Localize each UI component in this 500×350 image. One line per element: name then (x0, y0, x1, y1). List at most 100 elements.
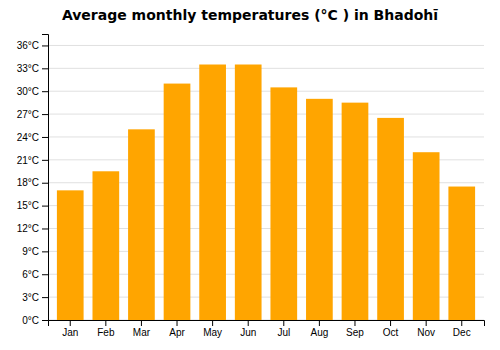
x-tick-label: Jan (62, 327, 78, 338)
y-tick-mark (42, 160, 48, 161)
y-tick-mark (42, 251, 48, 252)
bar (413, 152, 440, 320)
bar (57, 190, 84, 320)
x-tick: Sep (346, 320, 364, 338)
grid-line (48, 68, 484, 69)
bar (199, 65, 226, 320)
chart-container: Average monthly temperatures (°C ) in Bh… (0, 0, 500, 350)
x-tick-mark (70, 320, 71, 326)
x-tick-mark (283, 320, 284, 326)
y-tick-label: 33°C (17, 63, 39, 74)
x-tick-label: Oct (383, 327, 399, 338)
x-tick-mark (212, 320, 213, 326)
y-tick: 0°C (22, 315, 48, 326)
x-tick-mark (177, 320, 178, 326)
x-tick: Jan (62, 320, 78, 338)
y-axis-line (42, 35, 49, 321)
y-tick: 30°C (17, 86, 48, 97)
x-tick: Nov (417, 320, 435, 338)
x-tick-label: Feb (97, 327, 115, 338)
x-tick-mark (141, 320, 142, 326)
y-tick-mark (42, 274, 48, 275)
grid-line (48, 114, 484, 115)
x-tick: Aug (310, 320, 328, 338)
bar (377, 118, 404, 320)
x-axis: Jan Feb Mar Apr May Jun Jul Aug Sep Oct Nov Dec (49, 320, 485, 338)
y-tick: 36°C (17, 40, 48, 51)
x-tick: Feb (97, 320, 115, 338)
y-tick: 9°C (22, 246, 48, 257)
y-tick-label: 18°C (17, 177, 39, 188)
y-tick: 21°C (17, 155, 48, 166)
y-tick: 33°C (17, 63, 48, 74)
x-tick-label: Nov (417, 327, 435, 338)
x-tick: May (203, 320, 222, 338)
x-tick: Mar (133, 320, 151, 338)
x-tick: Apr (169, 320, 185, 338)
grid-line (48, 91, 484, 92)
y-tick-label: 21°C (17, 155, 39, 166)
plot-area: Jan Feb Mar Apr May Jun Jul Aug Sep Oct Nov Dec 0°C 3… (17, 35, 485, 339)
x-tick: Dec (453, 320, 471, 338)
y-tick-label: 24°C (17, 132, 39, 143)
x-tick-label: Mar (133, 327, 151, 338)
grid-line (48, 136, 484, 137)
y-tick-label: 3°C (22, 292, 39, 303)
y-tick: 3°C (22, 292, 48, 303)
y-tick: 6°C (22, 269, 48, 280)
x-tick-label: Jul (277, 327, 290, 338)
x-tick-label: Aug (310, 327, 328, 338)
y-tick-mark (42, 91, 48, 92)
bar (164, 84, 191, 320)
y-tick: 15°C (17, 200, 48, 211)
bar (235, 65, 262, 320)
bar (128, 129, 155, 320)
x-tick: Jun (240, 320, 256, 338)
bar (448, 187, 475, 320)
y-tick: 24°C (17, 132, 48, 143)
y-tick-mark (42, 183, 48, 184)
y-tick: 27°C (17, 109, 48, 120)
y-tick-label: 6°C (22, 269, 39, 280)
y-tick-mark (42, 206, 48, 207)
x-tick-mark (390, 320, 391, 326)
y-axis: 0°C 3°C 6°C 9°C 12°C 15°C 18°C 21°C 24°C 27°C 30°C… (17, 35, 49, 326)
x-tick-mark (248, 320, 249, 326)
y-tick-mark (42, 68, 48, 69)
y-tick-label: 27°C (17, 109, 39, 120)
chart-svg: Average monthly temperatures (°C ) in Bh… (0, 0, 500, 350)
x-tick-label: Sep (346, 327, 364, 338)
bar (270, 87, 297, 320)
x-tick: Oct (383, 320, 399, 338)
grid-line (48, 45, 484, 46)
x-tick-label: May (203, 327, 222, 338)
bar (342, 103, 369, 320)
bar (306, 99, 333, 320)
y-tick: 12°C (17, 223, 48, 234)
x-tick-label: Apr (169, 327, 185, 338)
y-tick-label: 12°C (17, 223, 39, 234)
y-tick-mark (42, 45, 48, 46)
x-tick-mark (354, 320, 355, 326)
x-tick-label: Dec (453, 327, 471, 338)
y-tick-label: 9°C (22, 246, 39, 257)
y-tick-mark (42, 297, 48, 298)
x-tick-mark (461, 320, 462, 326)
y-tick-label: 30°C (17, 86, 39, 97)
x-tick-label: Jun (240, 327, 256, 338)
x-tick-mark (105, 320, 106, 326)
y-tick-label: 36°C (17, 40, 39, 51)
x-tick-mark (426, 320, 427, 326)
y-tick-mark (42, 228, 48, 229)
y-tick-mark (42, 114, 48, 115)
x-tick-mark (319, 320, 320, 326)
x-tick: Jul (277, 320, 290, 338)
x-axis-line (49, 321, 485, 327)
y-tick-mark (42, 320, 48, 321)
y-tick-label: 0°C (22, 315, 39, 326)
grid (48, 45, 484, 320)
y-tick-mark (42, 137, 48, 138)
y-tick-label: 15°C (17, 200, 39, 211)
y-tick: 18°C (17, 177, 48, 188)
bars (57, 65, 475, 320)
